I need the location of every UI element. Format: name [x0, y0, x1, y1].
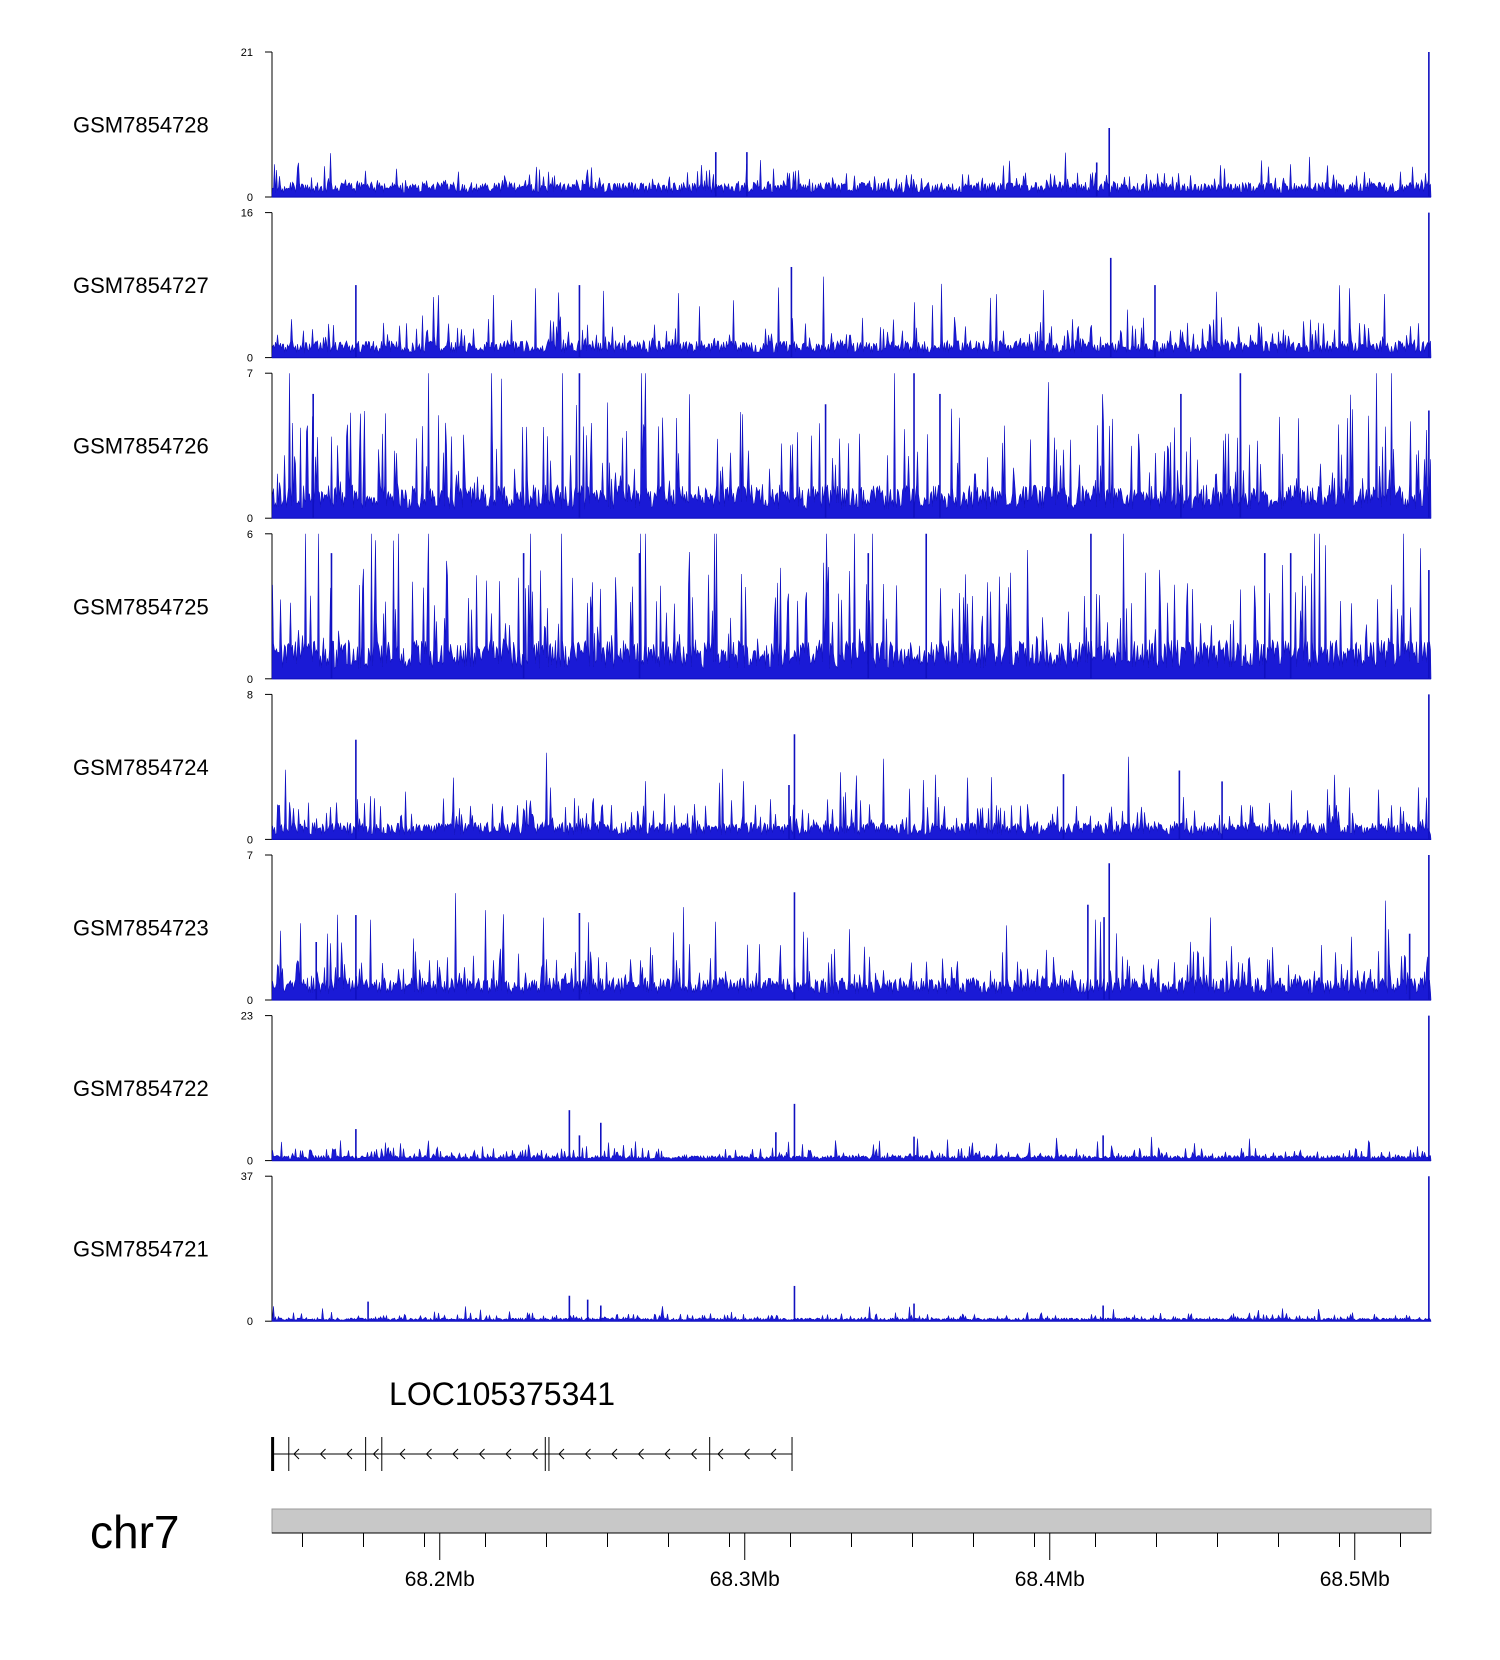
- y-max-label: 16: [241, 208, 253, 220]
- x-tick-label: 68.5Mb: [1320, 1568, 1390, 1591]
- coverage-signal: [271, 533, 1432, 680]
- strand-arrow: [717, 1448, 724, 1460]
- gene-name-label: LOC105375341: [389, 1376, 615, 1412]
- strand-arrow: [478, 1448, 485, 1460]
- y-min-label: 0: [247, 1156, 253, 1168]
- coverage-signal: [271, 1136, 1432, 1161]
- strand-arrow: [690, 1448, 697, 1460]
- coverage-signal: [271, 276, 1432, 358]
- x-tick-label: 68.3Mb: [710, 1568, 780, 1591]
- x-tick-label: 68.2Mb: [405, 1568, 475, 1591]
- track-label: GSM7854725: [73, 594, 209, 619]
- coverage-signal: [271, 152, 1432, 198]
- track-label: GSM7854723: [73, 916, 209, 941]
- y-max-label: 6: [247, 529, 253, 541]
- y-max-label: 8: [247, 689, 253, 701]
- strand-arrow: [558, 1448, 565, 1460]
- strand-arrow: [505, 1448, 512, 1460]
- y-max-label: 7: [247, 850, 253, 862]
- strand-arrow: [346, 1448, 353, 1460]
- track-GSM7854725: GSM7854725 6 0: [73, 529, 1432, 686]
- coverage-signal: [271, 893, 1432, 1001]
- coverage-signal: [271, 373, 1432, 519]
- y-min-label: 0: [247, 513, 253, 525]
- gene-annotation: LOC105375341: [271, 1376, 793, 1471]
- strand-arrow: [611, 1448, 618, 1460]
- strand-arrow: [425, 1448, 432, 1460]
- chromosome-axis: chr7 68.2Mb 68.3Mb 68.4Mb 68.5Mb: [90, 1506, 1432, 1591]
- track-GSM7854726: GSM7854726 7 0: [73, 368, 1432, 525]
- strand-arrow: [637, 1448, 644, 1460]
- coverage-signal: [271, 752, 1432, 840]
- strand-arrow: [664, 1448, 671, 1460]
- strand-arrow: [584, 1448, 591, 1460]
- y-min-label: 0: [247, 353, 253, 365]
- strand-arrow: [293, 1448, 300, 1460]
- strand-arrow: [452, 1448, 459, 1460]
- x-tick-label: 68.4Mb: [1015, 1568, 1085, 1591]
- track-GSM7854727: GSM7854727 16 0: [73, 208, 1432, 365]
- track-label: GSM7854721: [73, 1237, 209, 1262]
- strand-arrow: [743, 1448, 750, 1460]
- y-min-label: 0: [247, 1316, 253, 1328]
- strand-arrow: [372, 1448, 379, 1460]
- y-min-label: 0: [247, 995, 253, 1007]
- track-GSM7854724: GSM7854724 8 0: [73, 689, 1432, 846]
- chromosome-bar: [271, 1508, 1432, 1534]
- track-label: GSM7854727: [73, 273, 209, 298]
- track-GSM7854723: GSM7854723 7 0: [73, 850, 1432, 1007]
- strand-arrow: [399, 1448, 406, 1460]
- strand-arrow: [770, 1448, 777, 1460]
- y-max-label: 23: [241, 1011, 253, 1023]
- track-GSM7854728: GSM7854728 21 0: [73, 47, 1432, 204]
- track-GSM7854721: GSM7854721 37 0: [73, 1171, 1432, 1328]
- coverage-signal: [271, 1306, 1432, 1322]
- y-max-label: 37: [241, 1171, 253, 1183]
- track-GSM7854722: GSM7854722 23 0: [73, 1011, 1432, 1168]
- y-max-label: 7: [247, 368, 253, 380]
- track-label: GSM7854722: [73, 1076, 209, 1101]
- chromosome-label: chr7: [90, 1506, 179, 1558]
- y-min-label: 0: [247, 834, 253, 846]
- strand-arrow: [319, 1448, 326, 1460]
- track-label: GSM7854728: [73, 113, 209, 138]
- track-label: GSM7854724: [73, 755, 209, 780]
- coverage-tracks: GSM7854728210GSM7854727160GSM785472670GS…: [73, 47, 1432, 1328]
- y-min-label: 0: [247, 674, 253, 686]
- y-max-label: 21: [241, 47, 253, 59]
- track-label: GSM7854726: [73, 434, 209, 459]
- y-min-label: 0: [247, 192, 253, 204]
- strand-arrow: [531, 1448, 538, 1460]
